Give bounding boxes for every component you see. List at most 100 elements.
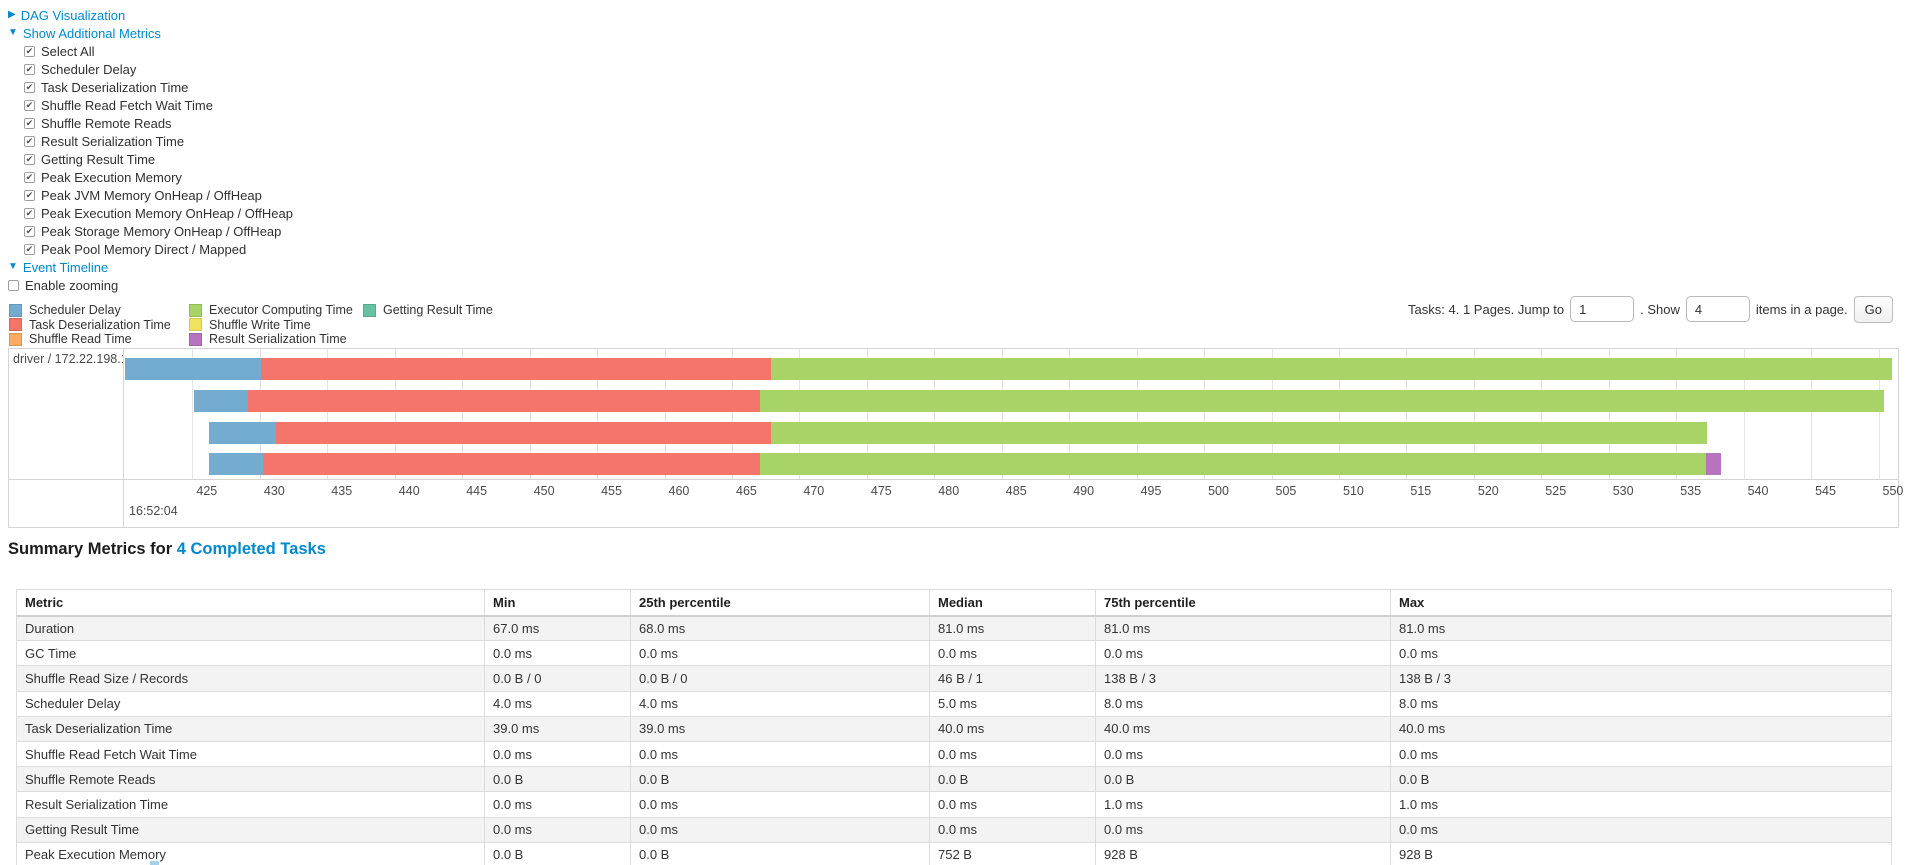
dag-visualization-label: DAG Visualization: [20, 7, 126, 23]
legend-swatch: [189, 332, 202, 346]
metric-checkbox[interactable]: [24, 207, 35, 219]
axis-tick-label: 520: [1477, 484, 1499, 498]
timeline-task-segment: [1705, 453, 1721, 475]
metric-value-cell: 0.0 B: [1095, 766, 1391, 793]
timeline-task-segment: [193, 390, 248, 412]
axis-tick-label: 475: [870, 484, 892, 498]
chevron-down-icon: ▼: [8, 27, 18, 38]
checkbox-row: Shuffle Remote Reads: [24, 114, 293, 132]
completed-tasks-link[interactable]: 4 Completed Tasks: [176, 540, 326, 558]
metric-name-cell: Getting Result Time: [16, 816, 485, 843]
enable-zooming-checkbox[interactable]: [8, 279, 19, 291]
legend-swatch: [363, 303, 376, 317]
timeline-task-segment: [261, 358, 772, 380]
metric-value-cell: 8.0 ms: [1095, 690, 1391, 717]
summary-metrics-title: Summary Metrics for 4 Completed Tasks: [8, 540, 326, 559]
items-per-page-input[interactable]: [1685, 296, 1750, 322]
table-header-cell: 75th percentile: [1095, 589, 1391, 617]
metric-value-cell: 0.0 ms: [1095, 816, 1391, 843]
checkbox-row: Getting Result Time: [24, 150, 293, 168]
axis-gridline: [1811, 349, 1813, 479]
metric-value-cell: 0.0 ms: [1390, 740, 1892, 768]
legend-label: Executor Computing Time: [209, 303, 353, 317]
metric-checkbox-label: Peak Storage Memory OnHeap / OffHeap: [41, 223, 282, 239]
axis-tick-label: 525: [1545, 484, 1567, 498]
metric-checkbox-label: Scheduler Delay: [41, 61, 137, 77]
axis-gridline: [1541, 349, 1543, 479]
table-row: Shuffle Read Size / Records 0.0 B / 0 0.0 …: [16, 665, 1892, 692]
timeline-task-segment: [760, 453, 1706, 475]
legend-label: Task Deserialization Time: [29, 317, 171, 332]
metric-value-cell: 0.0 ms: [929, 640, 1096, 667]
metric-value-cell: 0.0 ms: [484, 791, 631, 818]
axis-gridline: [1878, 349, 1880, 479]
axis-gridline: [732, 349, 733, 479]
timeline-task-segment: [276, 422, 772, 444]
metric-checkbox-label: Peak JVM Memory OnHeap / OffHeap: [41, 187, 262, 203]
axis-gridline: [192, 349, 194, 479]
metric-checkbox[interactable]: [24, 99, 35, 111]
additional-metrics-checkbox-list: Select All Scheduler Delay Task Deserializ…: [24, 42, 293, 258]
metric-value-cell: 0.0 ms: [1390, 816, 1892, 843]
axis-gridline: [1473, 349, 1475, 479]
event-timeline-toggle[interactable]: ▼ Event Timeline: [8, 260, 108, 275]
axis-gridline: [1743, 349, 1745, 479]
metric-checkbox[interactable]: [24, 117, 35, 129]
metric-value-cell: 138 B / 3: [1390, 665, 1892, 692]
legend-label: Result Serialization Time: [209, 332, 347, 346]
metric-value-cell: 39.0 ms: [484, 715, 631, 742]
metric-value-cell: 0.0 ms: [484, 740, 631, 768]
go-button[interactable]: Go: [1853, 295, 1893, 323]
legend-item: Executor Computing Time: [189, 303, 353, 317]
timeline-task-segment: [760, 390, 1884, 412]
metric-checkbox-label: Peak Pool Memory Direct / Mapped: [41, 241, 247, 257]
metric-checkbox[interactable]: [24, 153, 35, 165]
checkbox-row: Peak JVM Memory OnHeap / OffHeap: [24, 186, 293, 204]
axis-tick-label: 480: [938, 484, 960, 498]
metric-value-cell: 1.0 ms: [1095, 791, 1391, 818]
table-header-row: Metric Min 25th percentile Median 75th perce…: [16, 589, 1892, 617]
metric-value-cell: 928 B: [1390, 841, 1892, 865]
jump-to-page-input[interactable]: [1570, 296, 1635, 322]
metric-checkbox-label: Peak Execution Memory OnHeap / OffHeap: [41, 205, 293, 221]
axis-gridline: [1676, 349, 1678, 479]
axis-tick-label: 430: [263, 484, 285, 498]
metric-checkbox[interactable]: [24, 45, 35, 57]
metric-value-cell: 0.0 B / 0: [630, 665, 930, 692]
axis-tick-label: 515: [1410, 484, 1432, 498]
show-additional-metrics-label: Show Additional Metrics: [22, 25, 161, 41]
enable-zooming-label: Enable zooming: [25, 277, 119, 293]
axis-tick-label: 545: [1815, 484, 1836, 498]
metric-checkbox[interactable]: [24, 189, 35, 201]
table-row: GC Time 0.0 ms 0.0 ms 0.0 ms 0.0 ms 0.0 ms: [16, 640, 1892, 667]
metric-checkbox[interactable]: [24, 225, 35, 237]
metric-checkbox[interactable]: [24, 135, 35, 147]
metric-value-cell: 81.0 ms: [1390, 614, 1892, 642]
metric-value-cell: 752 B: [929, 841, 1096, 865]
metric-checkbox[interactable]: [24, 63, 35, 75]
axis-gridline: [597, 349, 599, 479]
legend-column: Getting Result Time: [363, 303, 493, 318]
legend-item: Task Deserialization Time: [9, 318, 171, 332]
show-additional-metrics-toggle[interactable]: ▼ Show Additional Metrics: [8, 26, 161, 41]
legend-item: Scheduler Delay: [9, 303, 171, 317]
axis-tick-label: 440: [398, 484, 420, 498]
dag-visualization-toggle[interactable]: ▶ DAG Visualization: [8, 8, 125, 23]
metric-value-cell: 5.0 ms: [929, 690, 1096, 717]
metric-checkbox[interactable]: [24, 81, 35, 93]
metric-value-cell: 81.0 ms: [1095, 614, 1391, 642]
metric-checkbox-label: Result Serialization Time: [41, 133, 185, 149]
checkbox-row: Peak Execution Memory OnHeap / OffHeap: [24, 204, 293, 222]
metric-value-cell: 0.0 ms: [1095, 740, 1391, 768]
axis-gridline: [866, 349, 868, 479]
legend-swatch: [189, 303, 202, 317]
checkbox-row: Peak Pool Memory Direct / Mapped: [24, 240, 293, 258]
metric-name-cell: Shuffle Read Size / Records: [16, 665, 485, 692]
axis-gridline: [1406, 349, 1408, 479]
axis-gridline: [1204, 349, 1206, 479]
metric-checkbox[interactable]: [24, 171, 35, 183]
metric-value-cell: 40.0 ms: [1095, 715, 1391, 742]
metric-checkbox[interactable]: [24, 243, 35, 255]
axis-tick-label: 425: [196, 484, 218, 498]
